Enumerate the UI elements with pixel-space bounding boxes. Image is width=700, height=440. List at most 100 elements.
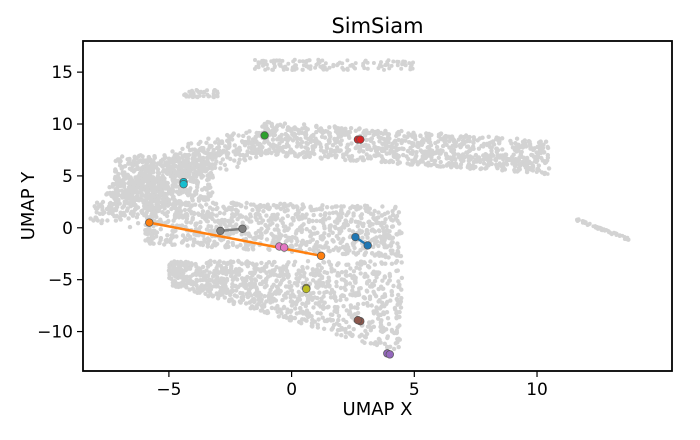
background-point — [385, 60, 390, 64]
background-point — [313, 280, 319, 285]
background-point — [176, 165, 181, 170]
background-point — [510, 154, 515, 160]
background-point — [135, 166, 141, 172]
x-tick-label: 10 — [526, 380, 548, 400]
background-point — [131, 169, 136, 174]
background-point — [357, 149, 362, 154]
background-point — [392, 151, 397, 156]
background-point — [199, 169, 204, 175]
background-point — [98, 202, 104, 207]
background-point — [348, 126, 354, 131]
background-point — [429, 157, 434, 163]
background-point — [167, 188, 172, 193]
background-point — [343, 251, 348, 257]
background-point — [360, 222, 365, 227]
background-point — [457, 164, 463, 169]
background-point — [390, 224, 396, 229]
background-point — [244, 153, 250, 158]
background-point — [545, 172, 550, 176]
background-point — [518, 154, 523, 159]
background-point — [395, 325, 400, 330]
background-point — [466, 135, 471, 140]
background-point — [368, 156, 373, 161]
background-point — [258, 230, 264, 236]
background-point — [238, 242, 243, 248]
background-point — [312, 231, 318, 236]
background-point — [471, 140, 476, 146]
background-point — [407, 162, 413, 167]
background-point — [269, 305, 275, 311]
background-point — [374, 130, 379, 135]
background-point — [132, 154, 137, 159]
background-point — [255, 211, 261, 216]
background-point — [322, 318, 328, 324]
background-point — [345, 66, 350, 71]
background-point — [213, 161, 218, 167]
background-point — [324, 289, 329, 294]
background-point — [329, 327, 334, 332]
background-point — [380, 225, 386, 231]
background-point — [229, 205, 234, 211]
background-point — [270, 262, 275, 267]
background-point — [345, 142, 351, 148]
background-point — [426, 131, 432, 137]
background-point — [331, 239, 336, 244]
background-point — [248, 214, 253, 219]
background-point — [350, 284, 355, 289]
background-point — [337, 246, 342, 251]
series-point — [280, 243, 289, 252]
background-point — [105, 218, 110, 223]
background-point — [512, 169, 517, 174]
background-point — [290, 235, 295, 240]
background-point — [107, 205, 112, 210]
background-point — [380, 204, 385, 209]
background-point — [248, 306, 253, 311]
background-point — [271, 133, 276, 138]
background-point — [311, 248, 316, 253]
background-point — [379, 304, 384, 309]
background-point — [343, 272, 349, 278]
background-point — [264, 277, 269, 283]
background-point — [334, 332, 339, 337]
background-point — [283, 64, 288, 69]
background-point — [419, 149, 425, 155]
background-point — [512, 161, 517, 166]
background-point — [307, 247, 312, 252]
y-tick-label: 15 — [51, 63, 73, 83]
background-point — [257, 234, 262, 240]
background-point — [473, 152, 479, 158]
background-point — [344, 282, 349, 287]
background-point — [148, 181, 153, 186]
background-point — [339, 239, 345, 244]
background-point — [247, 300, 252, 305]
background-point — [377, 253, 382, 258]
background-point — [393, 204, 398, 210]
background-point — [275, 227, 280, 232]
background-point — [343, 334, 348, 340]
background-point — [291, 216, 296, 221]
background-point — [351, 211, 356, 216]
background-point — [243, 231, 248, 236]
background-point — [289, 222, 294, 227]
background-point — [162, 242, 167, 247]
background-point — [179, 213, 184, 218]
background-point — [104, 192, 109, 197]
background-point — [338, 285, 344, 291]
background-point — [191, 243, 196, 248]
background-point — [399, 287, 404, 292]
background-point — [368, 284, 373, 289]
background-point — [349, 305, 354, 310]
background-point — [362, 66, 367, 71]
background-point — [399, 275, 405, 281]
background-point — [185, 243, 190, 248]
background-point — [253, 278, 259, 283]
background-point — [225, 138, 230, 143]
background-point — [207, 94, 212, 99]
background-point — [217, 220, 222, 226]
background-point — [486, 163, 491, 168]
background-point — [381, 294, 386, 300]
background-point — [376, 299, 381, 304]
background-point — [318, 212, 323, 218]
background-point — [344, 213, 349, 218]
background-point — [320, 283, 325, 288]
